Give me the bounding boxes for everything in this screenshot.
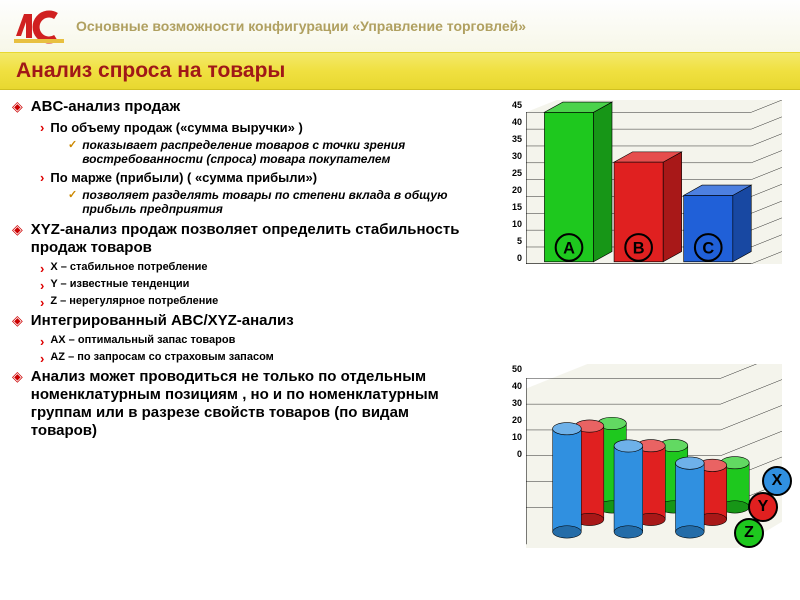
- outline-text: Y – известные тенденции: [50, 278, 189, 291]
- outline-text: X – стабильное потребление: [50, 261, 207, 274]
- chart-xyz: 50403020100 X Y Z: [478, 358, 788, 558]
- ytick-label: 25: [502, 168, 522, 185]
- ytick-label: 30: [502, 398, 522, 415]
- diamond-bullet-icon: ◈: [12, 221, 23, 238]
- chevron-bullet-icon: ›: [40, 170, 44, 185]
- ytick-label: 50: [502, 364, 522, 381]
- outline-lv2: › Z – нерегулярное потребление: [40, 295, 788, 310]
- outline-text: AZ – по запросам со страховым запасом: [50, 351, 273, 364]
- diamond-bullet-icon: ◈: [12, 368, 23, 385]
- badge-z: Z: [734, 518, 764, 548]
- chevron-bullet-icon: ›: [40, 278, 44, 293]
- ytick-label: 0: [502, 449, 522, 466]
- chevron-bullet-icon: ›: [40, 351, 44, 366]
- ytick-label: 40: [502, 117, 522, 134]
- ytick-label: 45: [502, 100, 522, 117]
- check-bullet-icon: ✓: [68, 188, 77, 201]
- title-bar: Анализ спроса на товары: [0, 52, 800, 90]
- outline-text: AX – оптимальный запас товаров: [50, 334, 235, 347]
- ytick-label: 10: [502, 432, 522, 449]
- header: Основные возможности конфигурации «Управ…: [0, 0, 800, 52]
- chevron-bullet-icon: ›: [40, 261, 44, 276]
- page-title: Анализ спроса на товары: [16, 59, 784, 83]
- logo-1c: [12, 6, 66, 46]
- outline-text: позволяет разделять товары по степени вк…: [82, 188, 462, 217]
- chart-abc-plot: A B C: [526, 100, 782, 264]
- outline-text: XYZ-анализ продаж позволяет определить с…: [31, 221, 471, 257]
- outline-text: Анализ может проводиться не только по от…: [31, 368, 471, 440]
- svg-text:B: B: [633, 240, 645, 258]
- ytick-label: 15: [502, 202, 522, 219]
- outline-text: По объему продаж («сумма выручки» ): [50, 120, 302, 136]
- ytick-label: 35: [502, 134, 522, 151]
- outline-text: По марже (прибыли) ( «сумма прибыли»): [50, 170, 317, 186]
- ytick-label: 5: [502, 236, 522, 253]
- outline-lv2: › AX – оптимальный запас товаров: [40, 334, 788, 349]
- outline-lv1: ◈ Интегрированный ABC/XYZ-анализ: [12, 312, 788, 330]
- svg-text:A: A: [563, 240, 575, 258]
- ytick-label: 20: [502, 185, 522, 202]
- header-title: Основные возможности конфигурации «Управ…: [76, 18, 526, 34]
- chart-xyz-yaxis: 50403020100: [502, 364, 522, 466]
- chevron-bullet-icon: ›: [40, 295, 44, 310]
- outline-text: Z – нерегулярное потребление: [50, 295, 218, 308]
- chevron-bullet-icon: ›: [40, 334, 44, 349]
- diamond-bullet-icon: ◈: [12, 98, 23, 115]
- ytick-label: 40: [502, 381, 522, 398]
- ytick-label: 20: [502, 415, 522, 432]
- ytick-label: 30: [502, 151, 522, 168]
- outline-text: показывает распределение товаров с точки…: [82, 138, 462, 167]
- chevron-bullet-icon: ›: [40, 120, 44, 135]
- chart-abc: 454035302520151050 A B C: [478, 94, 788, 274]
- outline-text: ABC-анализ продаж: [31, 98, 180, 116]
- chart-abc-yaxis: 454035302520151050: [502, 100, 522, 270]
- content-area: ◈ ABC-анализ продаж › По объему продаж («су…: [0, 90, 800, 440]
- outline-text: Интегрированный ABC/XYZ-анализ: [31, 312, 294, 330]
- ytick-label: 10: [502, 219, 522, 236]
- ytick-label: 0: [502, 253, 522, 270]
- check-bullet-icon: ✓: [68, 138, 77, 151]
- outline-lv2: › Y – известные тенденции: [40, 278, 788, 293]
- svg-text:C: C: [702, 240, 714, 258]
- diamond-bullet-icon: ◈: [12, 312, 23, 329]
